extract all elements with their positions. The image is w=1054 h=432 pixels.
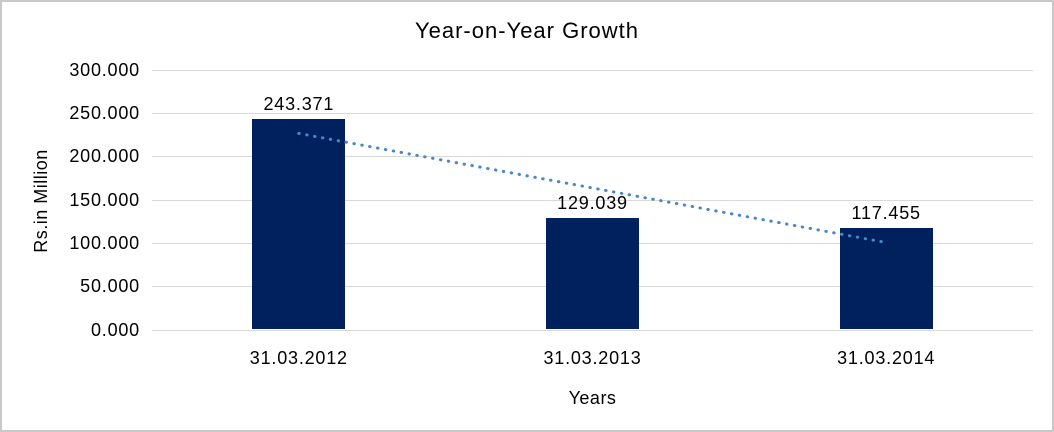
bar <box>252 118 346 330</box>
bar <box>839 227 933 330</box>
y-tick-label: 250.000 <box>69 102 140 123</box>
x-category-label: 31.03.2013 <box>543 348 642 368</box>
y-tick-label: 100.000 <box>69 232 140 253</box>
x-axis-title: Years <box>568 388 617 408</box>
y-tick-label: 50.000 <box>80 276 140 297</box>
y-gridline <box>152 112 1033 114</box>
bar-value-label: 129.039 <box>557 192 628 213</box>
bar-value-label: 243.371 <box>263 93 335 114</box>
y-gridline <box>152 329 1033 331</box>
y-tick-label: 150.000 <box>69 189 140 210</box>
bar-value-label: 117.455 <box>851 202 921 223</box>
x-category-label: 31.03.2012 <box>249 348 348 368</box>
x-category-label: 31.03.2014 <box>837 348 936 368</box>
y-tick-label: 200.000 <box>69 146 140 167</box>
y-tick-label: 0.000 <box>90 319 140 340</box>
y-tick-label: 300.000 <box>69 59 140 80</box>
bar <box>546 217 639 330</box>
chart-title: Year-on-Year Growth <box>414 18 640 43</box>
y-gridline <box>152 69 1033 71</box>
